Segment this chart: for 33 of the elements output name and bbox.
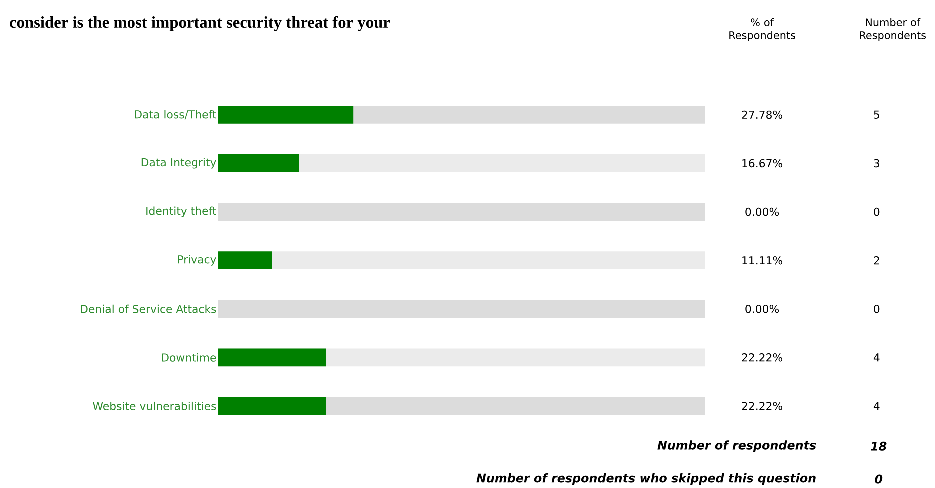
text: Number of Respondents	[860, 18, 926, 42]
y-tick-label: Data Integrity	[142, 158, 216, 169]
y-tick-label: Privacy	[178, 255, 216, 266]
y-tick-label: Downtime	[162, 353, 216, 362]
data-label: 0.00%	[746, 208, 780, 216]
chart-title: consider is the most important security threat for your	[10, 16, 390, 32]
bar	[218, 348, 327, 366]
data-label: 27.78%	[742, 110, 782, 119]
text: 2	[874, 256, 880, 264]
bar	[218, 106, 354, 124]
text: 3	[874, 159, 880, 168]
annotation: Number of respondents	[658, 440, 816, 452]
text: % of Respondents	[730, 18, 796, 42]
text: 18	[871, 442, 887, 451]
bar	[218, 154, 300, 172]
text: 5	[874, 110, 880, 119]
y-tick-label: Denial of Service Attacks	[81, 304, 216, 314]
bar	[218, 251, 272, 270]
text: Number of respondents who skipped this question	[476, 473, 816, 485]
data-label: 22.22%	[742, 402, 782, 410]
data-label: 22.22%	[742, 353, 782, 362]
data-label: 0.00%	[746, 304, 780, 314]
bar	[218, 397, 327, 415]
data-label: 16.67%	[742, 159, 782, 168]
text: 4	[874, 354, 880, 362]
y-tick-label: Identity theft	[146, 206, 216, 218]
text: 4	[874, 402, 880, 410]
text: 0	[874, 304, 880, 314]
y-tick-label: Website vulnerabilities	[93, 402, 216, 410]
data-label: 11.11%	[742, 256, 782, 265]
text: 0	[874, 208, 880, 216]
y-tick-label: Data loss/Theft	[135, 110, 216, 120]
text: 0	[875, 474, 883, 484]
